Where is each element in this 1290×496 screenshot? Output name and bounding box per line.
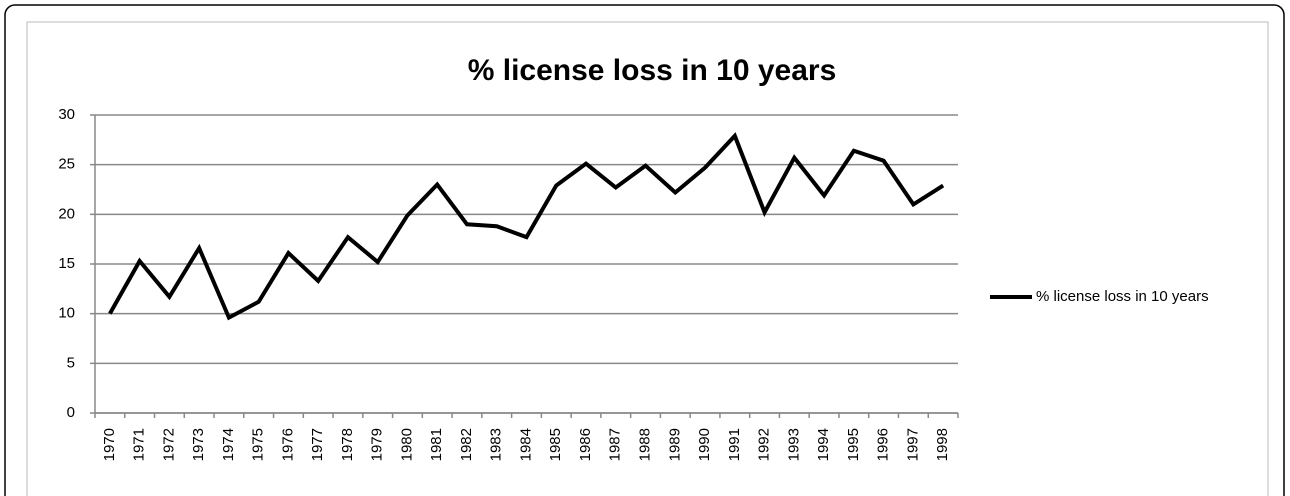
x-tick-label: 1994: [815, 428, 832, 461]
x-tick-label: 1992: [756, 428, 773, 461]
x-tick-label: 1977: [309, 428, 326, 461]
data-line: [108, 132, 945, 321]
x-tick-label: 1973: [190, 428, 207, 461]
legend-label: % license loss in 10 years: [1036, 288, 1209, 305]
x-tick-label: 1987: [607, 428, 624, 461]
x-tick-label: 1997: [904, 428, 921, 461]
x-tick-label: 1989: [666, 428, 683, 461]
x-tick-label: 1985: [547, 428, 564, 461]
x-tick-label: 1976: [279, 428, 296, 461]
y-tick-label: 25: [58, 156, 75, 173]
x-tick-label: 1983: [488, 428, 505, 461]
x-tick-label: 1986: [577, 428, 594, 461]
x-tick-label: 1981: [428, 428, 445, 461]
x-tick-label: 1970: [101, 428, 118, 461]
y-tick-label: 5: [67, 354, 75, 371]
x-tick-label: 1979: [369, 428, 386, 461]
x-tick-label: 1975: [250, 428, 267, 461]
x-tick-label: 1971: [131, 428, 148, 461]
chart-frame: [26, 21, 1269, 496]
x-tick-label: 1982: [458, 428, 475, 461]
x-tick-label: 1984: [517, 428, 534, 461]
x-tick-label: 1980: [398, 428, 415, 461]
y-tick-label: 30: [58, 106, 75, 123]
x-tick-label: 1974: [220, 428, 237, 461]
outer-frame: [4, 4, 1285, 496]
y-tick-label: 20: [58, 205, 75, 222]
y-tick-label: 10: [58, 305, 75, 322]
x-tick-label: 1978: [339, 428, 356, 461]
x-tick-label: 1993: [785, 428, 802, 461]
x-tick-label: 1990: [696, 428, 713, 461]
chart-title: % license loss in 10 years: [468, 54, 837, 87]
x-tick-label: 1988: [637, 428, 654, 461]
y-tick-label: 15: [58, 255, 75, 272]
x-tick-label: 1998: [934, 428, 951, 461]
x-tick-label: 1996: [875, 428, 892, 461]
y-tick-label: 0: [67, 404, 75, 421]
x-tick-label: 1972: [160, 428, 177, 461]
x-tick-label: 1995: [845, 428, 862, 461]
x-tick-label: 1991: [726, 428, 743, 461]
